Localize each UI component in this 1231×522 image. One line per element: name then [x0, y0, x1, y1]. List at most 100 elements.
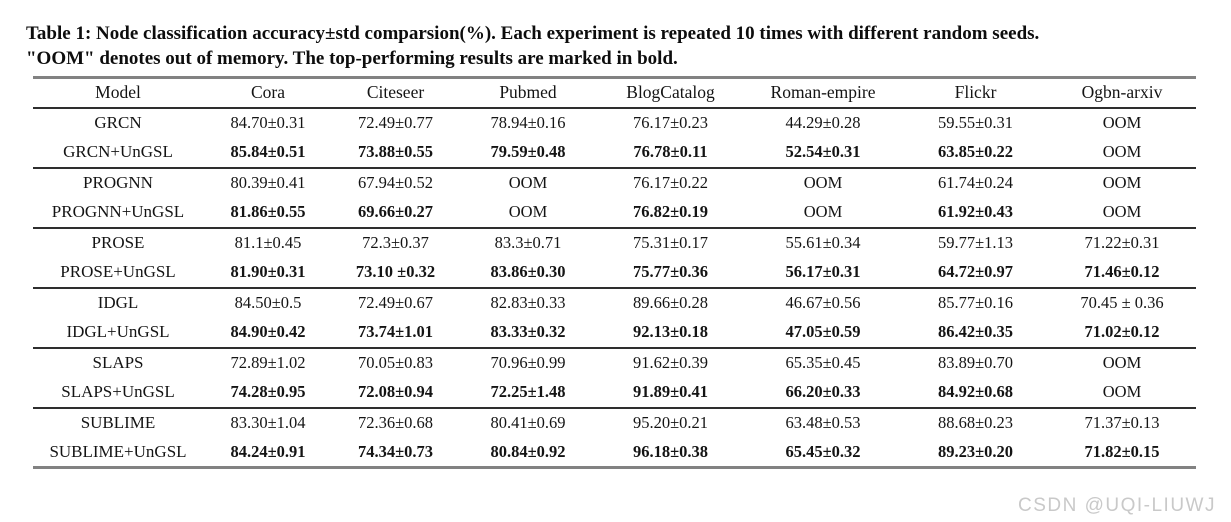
table-row: PROSE+UnGSL 81.90±0.31 73.10 ±0.32 83.86±0.… — [33, 258, 1196, 288]
value-cell: 71.46±0.12 — [1084, 262, 1160, 281]
value-cell: 84.70±0.31 — [230, 113, 306, 132]
results-table: Model Cora Citeseer Pubmed BlogCatalog Roman-… — [33, 76, 1196, 469]
value-cell: 44.29±0.28 — [785, 113, 861, 132]
model-cell: PROGNN+UnGSL — [51, 202, 185, 221]
csdn-watermark: CSDN @UQI-LIUWJ — [1017, 495, 1216, 516]
value-cell: 86.42±0.35 — [937, 322, 1014, 341]
value-cell: 84.24±0.91 — [230, 441, 306, 461]
value-cell: OOM — [1102, 142, 1142, 161]
value-cell: OOM — [1048, 166, 1196, 198]
value-cell: 83.30±1.04 — [203, 406, 333, 438]
table-row: SLAPS 72.89±1.02 70.05±0.83 70.96±0.99 91.62… — [33, 346, 1196, 378]
column-header-model: Model — [33, 77, 203, 109]
value-cell: 88.68±0.23 — [903, 406, 1048, 438]
value-cell: 85.77±0.16 — [903, 286, 1048, 318]
table-row: SUBLIME+UnGSL 84.24±0.91 74.34±0.73 80.84±0… — [33, 438, 1196, 468]
value-cell: 65.45±0.32 — [785, 441, 861, 461]
table-row: SUBLIME 83.30±1.04 72.36±0.68 80.41±0.69 95.… — [33, 406, 1196, 438]
value-cell: 59.55±0.31 — [937, 113, 1014, 132]
value-cell: 83.89±0.70 — [903, 346, 1048, 378]
column-header-cora: Cora — [203, 77, 333, 109]
model-cell: PROGNN — [33, 166, 203, 198]
value-cell: 92.13±0.18 — [632, 322, 709, 341]
value-cell: 56.17±0.31 — [785, 262, 861, 281]
value-cell: 72.36±0.68 — [333, 406, 458, 438]
value-cell: 65.35±0.45 — [743, 346, 903, 378]
value-cell: 78.94±0.16 — [490, 113, 566, 132]
value-cell: 76.78±0.11 — [633, 142, 708, 161]
table-caption-line1: Table 1: Node classification accuracy±st… — [26, 23, 1040, 44]
value-cell: 84.92±0.68 — [937, 382, 1014, 401]
model-cell: IDGL — [33, 286, 203, 318]
column-header-pubmed: Pubmed — [458, 77, 598, 109]
value-cell: OOM — [508, 202, 548, 221]
table-row: IDGL 84.50±0.5 72.49±0.67 82.83±0.33 89.66±0… — [33, 286, 1196, 318]
value-cell: 89.66±0.28 — [598, 286, 743, 318]
value-cell: 66.20±0.33 — [785, 382, 861, 401]
value-cell: 80.41±0.69 — [458, 406, 598, 438]
value-cell: 84.50±0.5 — [203, 286, 333, 318]
value-cell: 81.86±0.55 — [230, 202, 306, 221]
column-header-citeseer: Citeseer — [333, 77, 458, 109]
value-cell: 75.31±0.17 — [598, 226, 743, 258]
header-row: Model Cora Citeseer Pubmed BlogCatalog Roman-… — [33, 77, 1196, 109]
value-cell: 80.84±0.92 — [490, 441, 566, 461]
value-cell: 61.92±0.43 — [937, 202, 1014, 221]
value-cell: 76.82±0.19 — [632, 202, 709, 221]
value-cell: 72.3±0.37 — [333, 226, 458, 258]
value-cell: 64.72±0.97 — [937, 262, 1014, 281]
table-row: GRCN 84.70±0.31 72.49±0.77 78.94±0.16 76.17±… — [33, 108, 1196, 138]
value-cell: 72.49±0.77 — [357, 113, 434, 132]
value-cell: OOM — [1102, 113, 1142, 132]
value-cell: 63.85±0.22 — [937, 142, 1014, 161]
value-cell: 72.49±0.67 — [333, 286, 458, 318]
value-cell: 81.1±0.45 — [203, 226, 333, 258]
value-cell: 72.89±1.02 — [203, 346, 333, 378]
value-cell: 95.20±0.21 — [598, 406, 743, 438]
value-cell: OOM — [458, 166, 598, 198]
value-cell: 52.54±0.31 — [785, 142, 861, 161]
value-cell: 81.90±0.31 — [230, 262, 306, 281]
column-header-roman-empire: Roman-empire — [743, 77, 903, 109]
value-cell: 89.23±0.20 — [937, 441, 1014, 461]
table-body: GRCN 84.70±0.31 72.49±0.77 78.94±0.16 76.17±… — [33, 108, 1196, 468]
table-row: IDGL+UnGSL 84.90±0.42 73.74±1.01 83.33±0.32… — [33, 318, 1196, 348]
value-cell: 71.82±0.15 — [1084, 441, 1160, 461]
value-cell: 70.96±0.99 — [458, 346, 598, 378]
value-cell: OOM — [1102, 202, 1142, 221]
value-cell: 59.77±1.13 — [903, 226, 1048, 258]
value-cell: 71.37±0.13 — [1048, 406, 1196, 438]
table-caption: Table 1: Node classification accuracy±st… — [26, 21, 1205, 71]
value-cell: 74.34±0.73 — [357, 441, 434, 461]
value-cell: 91.89±0.41 — [632, 382, 709, 401]
table-caption-line2: "OOM" denotes out of memory. The top-per… — [26, 48, 678, 69]
value-cell: 76.17±0.23 — [632, 113, 709, 132]
value-cell: 63.48±0.53 — [743, 406, 903, 438]
value-cell: 74.28±0.95 — [230, 382, 306, 401]
table-row: PROGNN 80.39±0.41 67.94±0.52 OOM 76.17±0.22 O… — [33, 166, 1196, 198]
model-cell: SLAPS — [33, 346, 203, 378]
value-cell: 73.88±0.55 — [357, 142, 434, 161]
value-cell: 69.66±0.27 — [357, 202, 434, 221]
value-cell: 83.86±0.30 — [490, 262, 566, 281]
value-cell: 83.3±0.71 — [458, 226, 598, 258]
value-cell: 72.25±1.48 — [490, 382, 566, 401]
table-row: SLAPS+UnGSL 74.28±0.95 72.08±0.94 72.25±1.4… — [33, 378, 1196, 408]
model-cell: PROSE+UnGSL — [60, 262, 176, 281]
table-row: PROGNN+UnGSL 81.86±0.55 69.66±0.27 OOM 76.82… — [33, 198, 1196, 228]
value-cell: 83.33±0.32 — [490, 322, 566, 341]
value-cell: 61.74±0.24 — [903, 166, 1048, 198]
value-cell: 71.02±0.12 — [1084, 322, 1160, 341]
value-cell: 46.67±0.56 — [743, 286, 903, 318]
value-cell: 70.45 ± 0.36 — [1048, 286, 1196, 318]
value-cell: 67.94±0.52 — [333, 166, 458, 198]
model-cell: GRCN — [94, 113, 142, 132]
column-header-blogcatalog: BlogCatalog — [598, 77, 743, 109]
value-cell: 80.39±0.41 — [203, 166, 333, 198]
model-cell: SLAPS+UnGSL — [61, 382, 175, 401]
value-cell: 47.05±0.59 — [785, 322, 861, 341]
value-cell: OOM — [1048, 346, 1196, 378]
value-cell: 73.74±1.01 — [357, 322, 434, 341]
value-cell: 75.77±0.36 — [632, 262, 709, 281]
value-cell: 84.90±0.42 — [230, 322, 306, 341]
